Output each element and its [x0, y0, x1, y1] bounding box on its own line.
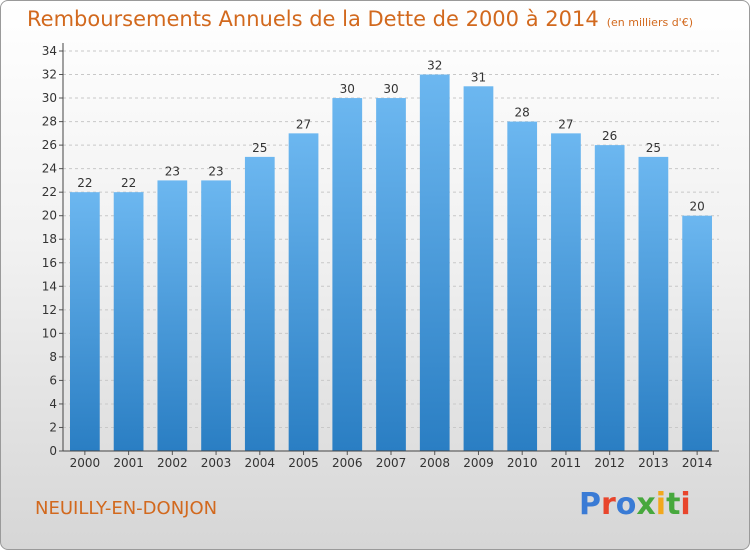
data-label: 25 [646, 141, 661, 155]
data-label: 23 [165, 164, 180, 178]
x-tick-label: 2010 [507, 456, 538, 470]
x-tick-label: 2000 [70, 456, 101, 470]
y-tick-label: 32 [42, 68, 57, 82]
x-tick-label: 2002 [157, 456, 188, 470]
data-label: 25 [252, 141, 267, 155]
y-tick-label: 28 [42, 115, 57, 129]
bar-2013 [638, 156, 669, 451]
bar-2000 [69, 192, 100, 452]
bar-2010 [507, 121, 538, 452]
y-tick-label: 20 [42, 209, 57, 223]
data-label: 27 [296, 117, 311, 131]
y-tick-label: 22 [42, 185, 57, 199]
data-label: 22 [121, 176, 136, 190]
bars [69, 74, 713, 452]
bar-2001 [113, 192, 144, 452]
x-tick-label: 2006 [332, 456, 363, 470]
data-label: 23 [208, 164, 223, 178]
x-tick-label: 2003 [201, 456, 232, 470]
x-tick-label: 2009 [463, 456, 494, 470]
x-tick-label: 2012 [594, 456, 625, 470]
commune-name: NEUILLY-EN-DONJON [35, 498, 218, 519]
proxiti-logo: Proxiti [579, 487, 691, 522]
bar-2009 [463, 86, 494, 451]
y-tick-label: 16 [42, 256, 57, 270]
bar-2004 [244, 156, 275, 451]
bar-2002 [157, 180, 188, 452]
x-tick-label: 2011 [551, 456, 582, 470]
y-tick-label: 6 [49, 373, 57, 387]
bar-2014 [682, 215, 713, 451]
y-tick-label: 8 [49, 350, 57, 364]
bar-2006 [332, 98, 363, 451]
y-tick-label: 10 [42, 326, 57, 340]
y-tick-label: 4 [49, 397, 57, 411]
x-tick-label: 2014 [682, 456, 713, 470]
data-label: 28 [515, 106, 530, 120]
x-tick-label: 2007 [376, 456, 407, 470]
chart-subtitle: (en milliers d'€) [606, 16, 693, 29]
x-tick-label: 2004 [245, 456, 276, 470]
y-tick-label: 30 [42, 91, 57, 105]
bar-2005 [288, 133, 319, 451]
y-tick-label: 34 [42, 44, 57, 58]
data-label: 31 [471, 70, 486, 84]
x-tick-label: 2005 [288, 456, 319, 470]
bar-2008 [419, 74, 450, 451]
data-label: 22 [77, 176, 92, 190]
data-label: 32 [427, 59, 442, 73]
data-label: 30 [340, 82, 355, 96]
bar-2011 [551, 133, 581, 451]
chart-title-text: Remboursements Annuels de la Dette de 20… [27, 7, 599, 31]
y-tick-label: 24 [42, 162, 57, 176]
bar-2012 [594, 145, 625, 451]
chart-title: Remboursements Annuels de la Dette de 20… [27, 7, 693, 31]
bar-2007 [376, 98, 406, 451]
y-tick-label: 14 [42, 279, 57, 293]
data-label: 26 [602, 129, 617, 143]
y-tick-label: 18 [42, 232, 57, 246]
y-tick-label: 0 [49, 444, 57, 458]
y-tick-label: 26 [42, 138, 57, 152]
y-tick-label: 2 [49, 420, 57, 434]
data-label: 27 [558, 117, 573, 131]
x-tick-label: 2013 [638, 456, 669, 470]
value-labels: 22 22 23 23 25 27 30 30 32 31 28 27 26 25 20 [77, 59, 705, 214]
y-tick-label: 12 [42, 303, 57, 317]
x-tick-label: 2001 [113, 456, 144, 470]
data-label: 30 [383, 82, 398, 96]
x-tick-label: 2008 [419, 456, 450, 470]
bar-2003 [201, 180, 231, 452]
data-label: 20 [689, 200, 704, 214]
